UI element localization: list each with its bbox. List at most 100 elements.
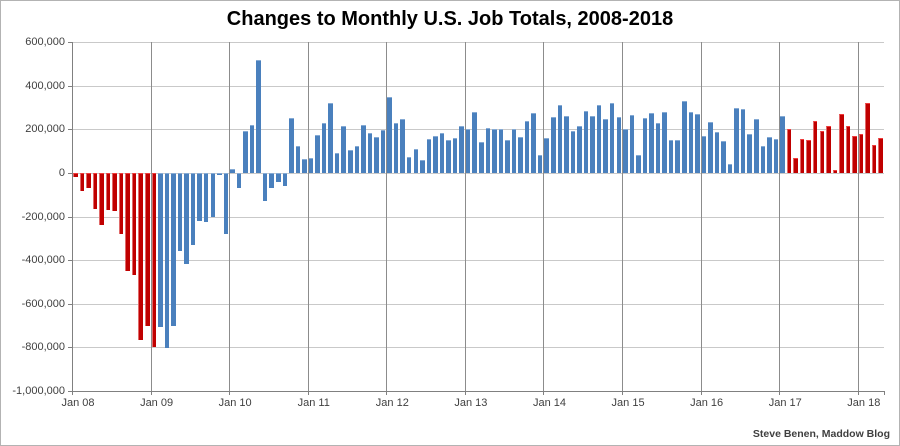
x-tick-label: Jan 08 bbox=[61, 397, 95, 409]
gridline-horizontal bbox=[72, 303, 884, 305]
attribution-credit: Steve Benen, Maddow Blog bbox=[752, 428, 890, 440]
bar bbox=[642, 118, 648, 173]
y-axis-tick bbox=[68, 173, 72, 174]
bar bbox=[171, 172, 176, 326]
x-axis-tick bbox=[151, 391, 152, 395]
bar bbox=[695, 113, 700, 173]
y-tick-label: -600,000 bbox=[21, 297, 65, 310]
gridline-horizontal bbox=[72, 260, 884, 262]
bar bbox=[374, 137, 379, 173]
bar bbox=[629, 115, 635, 173]
bar bbox=[812, 120, 818, 173]
y-axis-tick bbox=[68, 129, 72, 130]
x-axis-tick bbox=[386, 391, 387, 395]
bar bbox=[518, 136, 523, 173]
bar bbox=[79, 172, 85, 192]
bar bbox=[433, 135, 438, 173]
y-axis-tick bbox=[68, 304, 72, 305]
bar bbox=[125, 172, 130, 272]
bar bbox=[105, 172, 111, 210]
plot-area bbox=[72, 42, 884, 391]
bar bbox=[505, 140, 510, 173]
bar bbox=[839, 113, 844, 173]
x-axis-tick bbox=[884, 391, 885, 395]
bar bbox=[531, 113, 536, 173]
bar bbox=[420, 159, 425, 173]
bar bbox=[682, 100, 687, 173]
bar bbox=[276, 172, 281, 182]
y-tick-label: 200,000 bbox=[25, 123, 65, 136]
bar bbox=[734, 108, 739, 173]
bar bbox=[727, 163, 733, 173]
y-axis-tick bbox=[68, 217, 72, 218]
x-tick-label: Jan 14 bbox=[532, 397, 566, 409]
bar bbox=[583, 110, 589, 173]
bar bbox=[878, 137, 883, 173]
y-tick-label: -1,000,000 bbox=[12, 385, 65, 397]
gridline-horizontal bbox=[72, 172, 884, 174]
x-axis-tick bbox=[543, 391, 544, 395]
bar bbox=[354, 146, 360, 173]
bar bbox=[269, 172, 274, 189]
x-tick-label: Jan 15 bbox=[611, 397, 645, 409]
y-axis-tick bbox=[68, 391, 72, 392]
y-tick-label: -400,000 bbox=[21, 254, 65, 267]
gridline-year bbox=[858, 42, 859, 391]
x-tick-label: Jan 10 bbox=[218, 397, 252, 409]
bar bbox=[118, 172, 124, 234]
bar bbox=[668, 140, 674, 173]
bar bbox=[551, 117, 556, 173]
bar bbox=[439, 132, 445, 173]
x-tick-label: Jan 18 bbox=[847, 397, 881, 409]
bar bbox=[760, 145, 766, 173]
y-tick-label: 400,000 bbox=[25, 79, 65, 92]
gridline-horizontal bbox=[72, 42, 884, 43]
bar bbox=[400, 119, 405, 173]
bar bbox=[86, 172, 91, 189]
bar bbox=[217, 172, 222, 176]
bar bbox=[616, 117, 622, 173]
bar bbox=[636, 154, 641, 173]
bar bbox=[649, 112, 654, 173]
bar bbox=[472, 111, 477, 173]
gridline-year bbox=[465, 42, 466, 391]
bar bbox=[243, 131, 248, 173]
x-tick-label: Jan 11 bbox=[297, 397, 330, 409]
y-tick-label: -200,000 bbox=[21, 210, 65, 223]
bar bbox=[714, 132, 720, 173]
bar bbox=[328, 103, 333, 173]
gridline-horizontal bbox=[72, 216, 884, 218]
gridline-year bbox=[386, 42, 387, 391]
bar bbox=[249, 124, 255, 173]
x-axis-tick bbox=[622, 391, 623, 395]
bar bbox=[197, 172, 202, 221]
gridline-horizontal bbox=[72, 347, 884, 349]
bar bbox=[406, 156, 412, 173]
bar bbox=[112, 172, 117, 212]
bar bbox=[767, 137, 772, 173]
gridline-year bbox=[229, 42, 230, 391]
y-axis-tick bbox=[68, 260, 72, 261]
bar bbox=[321, 122, 327, 173]
x-tick-label: Jan 13 bbox=[454, 397, 488, 409]
x-tick-label: Jan 09 bbox=[140, 397, 174, 409]
bar bbox=[701, 135, 707, 173]
bar bbox=[334, 153, 340, 173]
bar bbox=[852, 135, 857, 173]
bar bbox=[544, 137, 549, 173]
x-tick-label: Jan 17 bbox=[768, 397, 802, 409]
bar bbox=[793, 157, 798, 173]
y-axis-tick bbox=[68, 86, 72, 87]
bar bbox=[662, 112, 667, 173]
bar bbox=[282, 172, 288, 186]
bar bbox=[747, 134, 752, 173]
bar bbox=[564, 116, 569, 173]
bar bbox=[210, 172, 216, 217]
bar bbox=[675, 140, 680, 173]
bar bbox=[721, 141, 726, 173]
bar bbox=[799, 139, 805, 173]
bar bbox=[498, 129, 504, 173]
bar bbox=[492, 129, 497, 173]
x-axis-tick bbox=[229, 391, 230, 395]
x-axis-line bbox=[72, 391, 885, 392]
